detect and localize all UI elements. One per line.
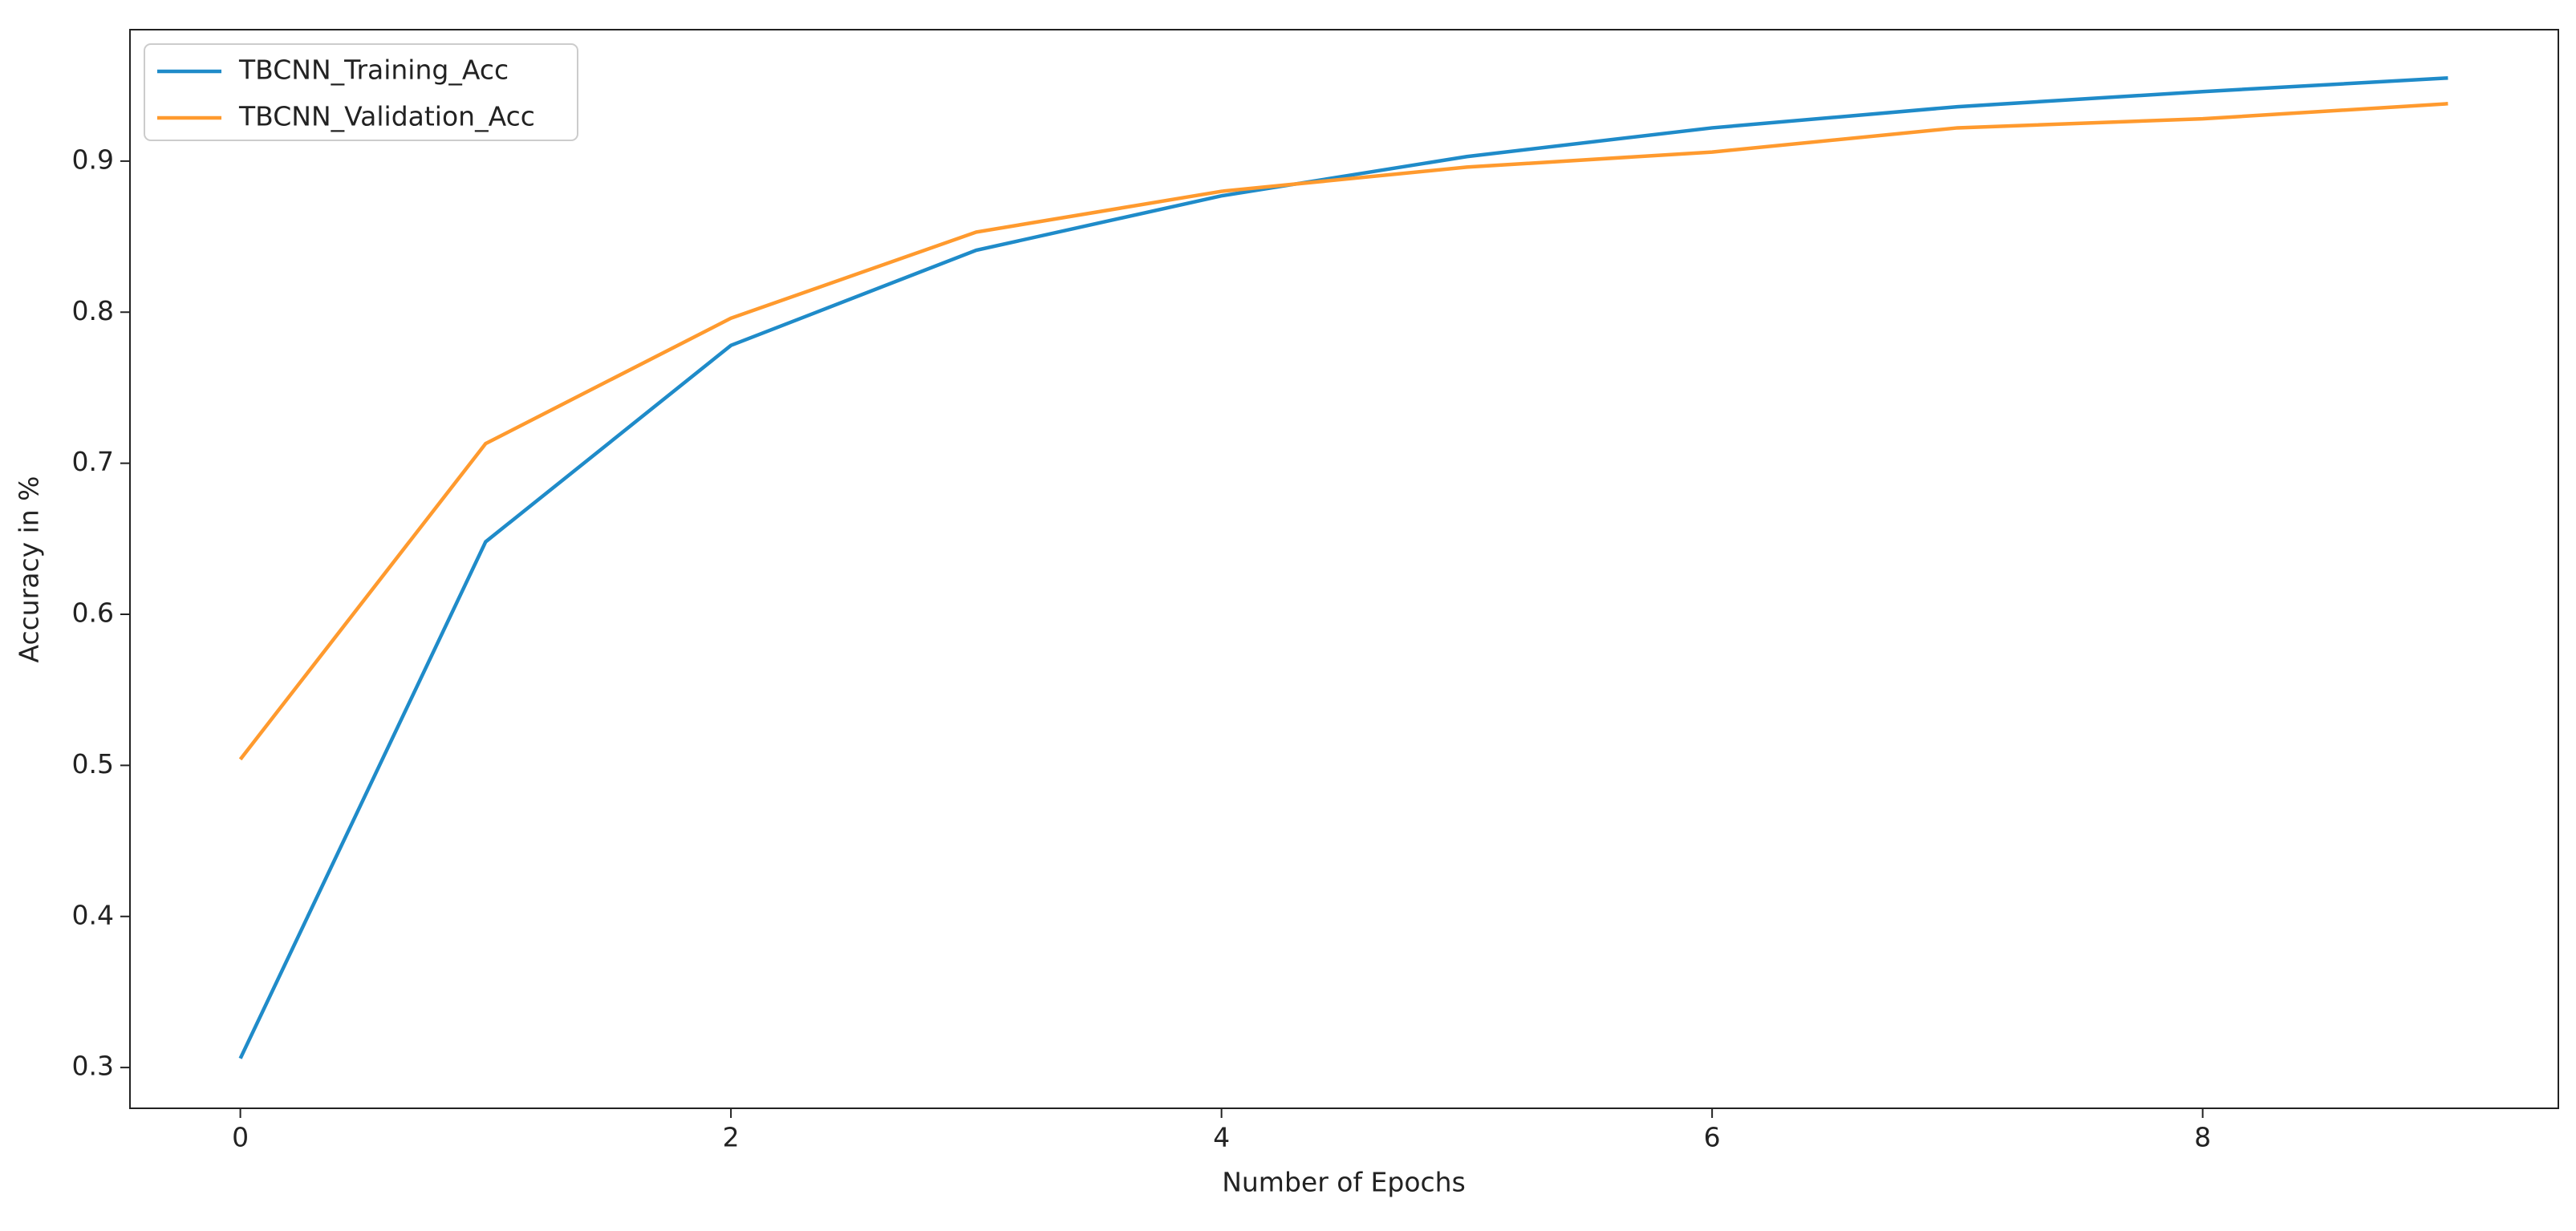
y-tick-label: 0.9 bbox=[72, 144, 114, 175]
x-tick-label: 2 bbox=[723, 1122, 740, 1153]
y-axis-label: Accuracy in % bbox=[14, 476, 45, 662]
x-axis-label: Number of Epochs bbox=[1222, 1167, 1466, 1198]
y-tick-label: 0.4 bbox=[72, 899, 114, 930]
data-line bbox=[238, 76, 2448, 1059]
x-tick-label: 4 bbox=[1213, 1122, 1230, 1153]
plot-frame bbox=[129, 29, 2559, 1109]
data-line bbox=[238, 102, 2448, 761]
y-tick-label: 0.6 bbox=[72, 597, 114, 629]
y-tick-label: 0.8 bbox=[72, 295, 114, 326]
x-tick-label: 6 bbox=[1704, 1122, 1721, 1153]
y-tick-label: 0.5 bbox=[72, 748, 114, 779]
legend-box bbox=[144, 43, 578, 141]
y-tick-label: 0.3 bbox=[72, 1051, 114, 1082]
x-tick-label: 0 bbox=[232, 1122, 249, 1153]
y-tick-label: 0.7 bbox=[72, 446, 114, 477]
legend-label: TBCNN_Training_Acc bbox=[238, 55, 509, 86]
legend-label: TBCNN_Validation_Acc bbox=[238, 101, 535, 132]
x-tick-label: 8 bbox=[2194, 1122, 2211, 1153]
